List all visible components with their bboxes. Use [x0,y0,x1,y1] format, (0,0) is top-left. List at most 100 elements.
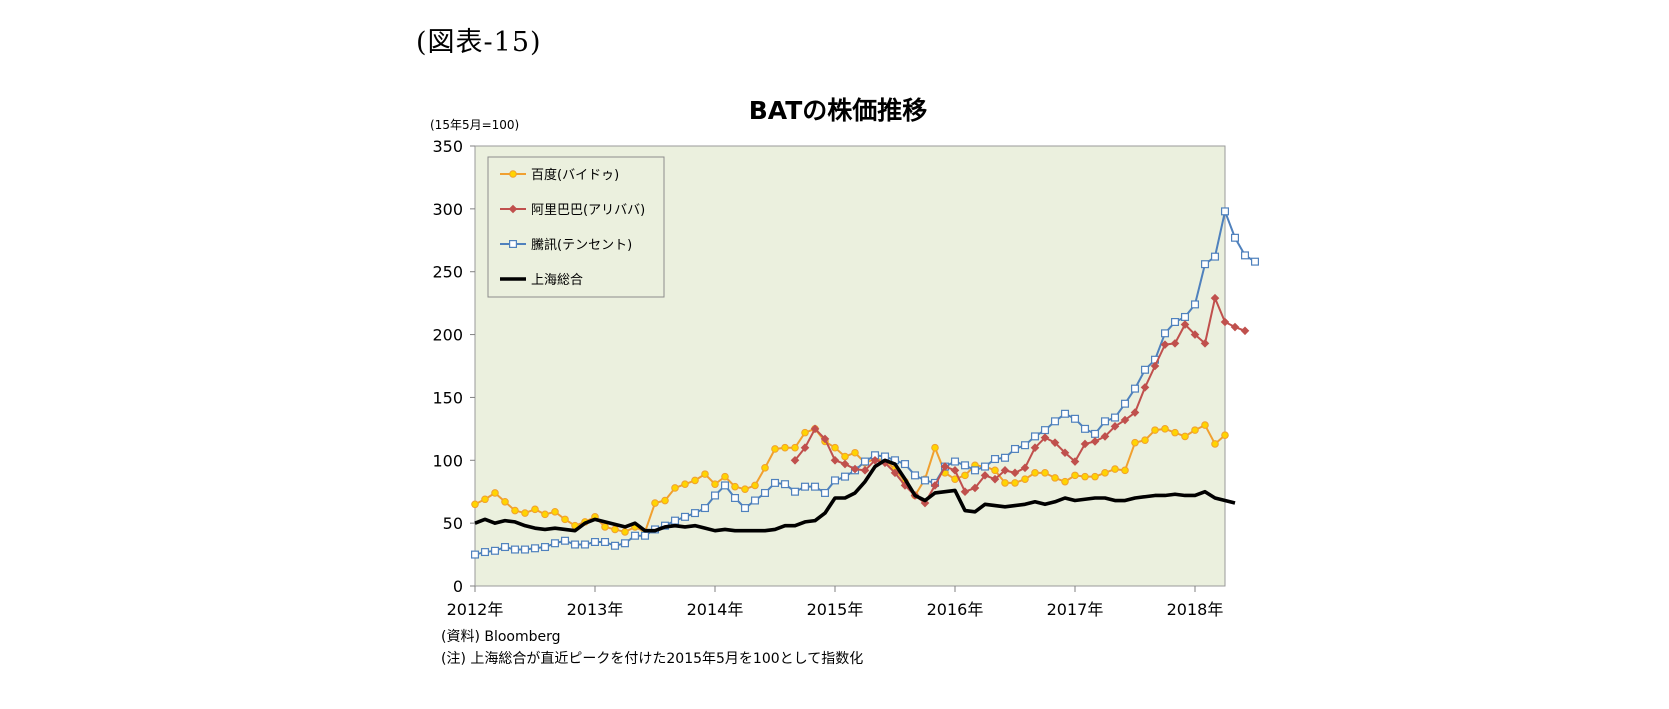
footnote: (注) 上海総合が直近ピークを付けた2015年5月を100として指数化 [441,651,864,667]
data-point-tencent [520,545,529,554]
data-point-tencent [910,471,919,480]
data-point-tencent [501,543,510,552]
data-point-tencent [1120,399,1129,408]
data-point-baidu [561,515,569,524]
data-point-baidu [661,496,669,505]
data-point-tencent [491,546,500,555]
data-point-baidu [481,495,489,504]
legend-label-baidu: 百度(バイドゥ) [531,167,619,183]
data-point-baidu [541,510,549,519]
data-point-tencent [1020,441,1029,450]
data-point-tencent [1090,429,1099,438]
data-point-alibaba [1020,463,1030,473]
data-point-tencent [760,488,769,497]
series-tencent [471,207,1259,559]
data-point-alibaba [990,474,1000,484]
data-point-alibaba [860,466,870,475]
y-tick-label: 300 [432,200,463,219]
data-point-tencent [690,509,699,518]
data-point-alibaba [840,459,850,469]
y-tick-label: 0 [453,577,463,596]
data-point-tencent [1200,260,1209,269]
data-point-alibaba [870,455,880,465]
data-point-tencent [1130,384,1139,393]
data-point-tencent [680,512,689,521]
data-point-tencent [610,541,619,550]
data-point-baidu [1191,426,1199,434]
data-point-tencent [900,460,909,469]
data-point-alibaba [850,464,860,474]
data-point-baidu [681,480,689,488]
data-point-baidu [1171,428,1179,437]
data-point-baidu [1021,475,1029,483]
data-point-baidu [721,472,729,481]
data-point-tencent [1070,414,1079,423]
data-point-baidu [1181,432,1189,441]
series-line-alibaba [794,297,1246,505]
y-tick-label: 200 [432,326,463,345]
legend-label-alibaba: 阿里巴巴(アリババ) [531,203,645,218]
data-point-tencent [560,536,569,545]
data-point-alibaba [830,455,840,465]
data-point-tencent [550,539,559,548]
data-point-tencent [1080,424,1089,433]
data-point-baidu [761,464,769,472]
data-point-tencent [750,496,759,505]
data-point-baidu [1151,426,1159,434]
data-point-tencent [530,544,539,553]
x-tick-label: 2014年 [687,600,744,619]
data-point-alibaba [1160,340,1170,349]
y-tick-label: 250 [432,263,463,282]
data-point-tencent [1180,312,1189,321]
data-point-baidu [531,505,539,514]
data-point-baidu [851,448,859,457]
data-point-baidu [741,485,749,494]
x-tick-label: 2016年 [927,600,984,619]
data-point-alibaba [1170,339,1180,348]
data-point-baidu [671,484,679,492]
data-point-alibaba [1080,439,1090,449]
legend-marker-alibaba [508,204,518,214]
data-point-alibaba [1100,432,1110,441]
data-point-baidu [1111,465,1119,473]
data-point-baidu [651,499,659,507]
legend-box [487,156,665,298]
data-point-alibaba [1070,457,1080,466]
data-point-tencent [830,476,839,485]
y-axis: 0 50 100 150 200 250 300 350 [432,137,475,596]
data-point-baidu [1051,474,1059,482]
y-axis-unit: (15年5月=100) [430,118,519,132]
data-point-tencent [720,481,729,490]
data-point-baidu [1031,469,1039,477]
data-point-baidu [1161,425,1169,433]
data-point-baidu [791,443,799,452]
data-point-tencent [1040,426,1049,435]
data-point-alibaba [790,455,800,465]
data-point-alibaba [1030,443,1040,453]
data-point-alibaba [1010,468,1020,478]
data-point-tencent [990,455,999,464]
data-point-baidu [501,497,509,506]
data-point-baidu [621,528,629,536]
data-point-tencent [860,457,869,466]
data-point-baidu [991,466,999,475]
data-point-alibaba [970,483,980,493]
data-point-tencent [1210,252,1219,261]
data-point-alibaba [930,481,940,490]
data-point-tencent [1050,417,1059,426]
data-point-tencent [950,457,959,466]
data-point-tencent [1240,251,1249,260]
data-point-tencent [1100,417,1109,426]
data-point-tencent [780,480,789,489]
data-point-alibaba [890,468,900,478]
data-point-tencent [1170,318,1179,327]
data-point-alibaba [820,434,830,444]
data-point-baidu [1221,431,1229,439]
x-tick-label: 2017年 [1047,600,1104,619]
data-point-tencent [1110,413,1119,422]
data-point-tencent [1030,432,1039,441]
data-point-alibaba [1060,448,1070,458]
data-point-alibaba [1220,317,1230,327]
data-point-tencent [790,487,799,496]
